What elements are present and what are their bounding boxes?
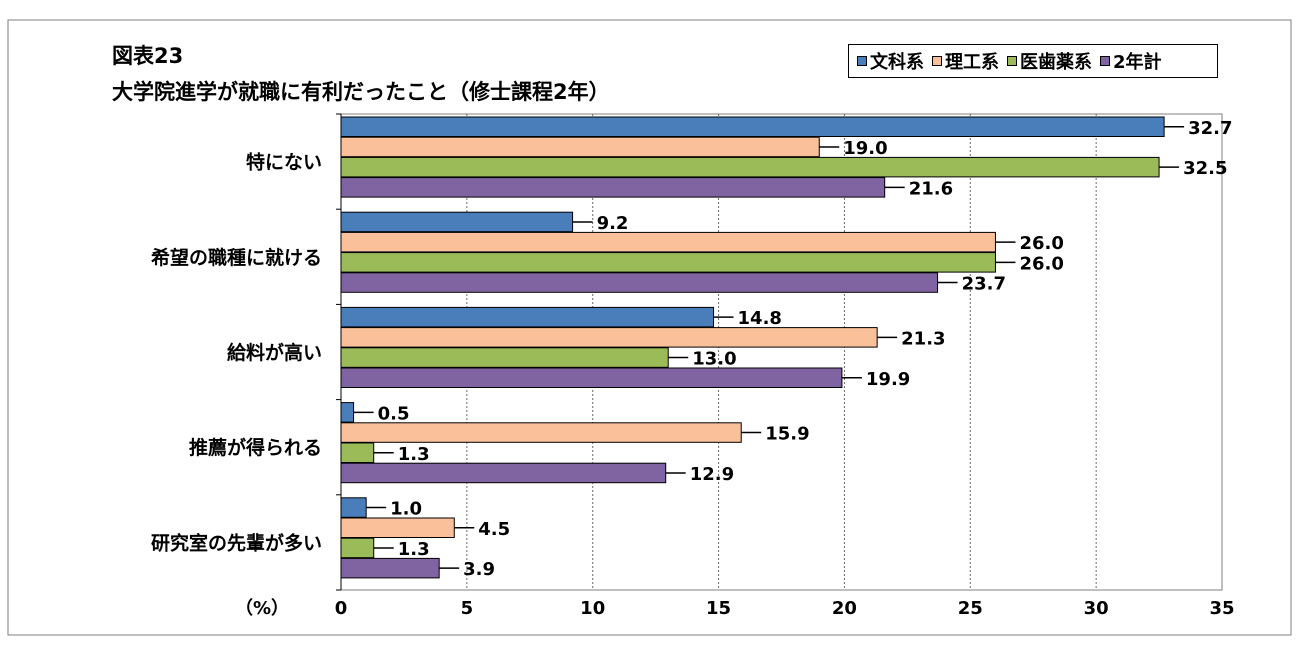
data-label: 21.3: [901, 328, 945, 349]
data-label: 19.9: [866, 369, 910, 390]
x-tick-label: 35: [1209, 598, 1234, 619]
data-label: 23.7: [962, 274, 1006, 295]
bar: [340, 557, 440, 579]
x-tick-label: 30: [1084, 598, 1109, 619]
data-label: 13.0: [692, 349, 736, 370]
data-label: 1.3: [398, 444, 430, 465]
bar: [340, 327, 878, 348]
chart-title: 図表23: [112, 44, 184, 68]
legend-entry-bunka: 文科系: [857, 48, 924, 74]
bar: [340, 462, 667, 484]
bar: [340, 402, 355, 423]
data-label: 19.0: [843, 138, 887, 159]
legend-label-bunka: 文科系: [870, 52, 924, 73]
bar: [340, 442, 375, 463]
data-label: 32.5: [1183, 158, 1227, 179]
x-tick-label: 25: [958, 598, 983, 619]
legend-swatch-ishiyaku: [1007, 56, 1017, 66]
bar: [340, 177, 886, 198]
data-label: 0.5: [378, 403, 410, 424]
bar: [340, 306, 715, 328]
bar: [340, 156, 1160, 178]
x-tick-label: 15: [706, 598, 731, 619]
x-tick-label: 20: [832, 598, 857, 619]
legend-label-ishiyaku: 医歯薬系: [1020, 52, 1092, 73]
x-tick-label: 10: [580, 598, 605, 619]
category-label: 希望の職種に就ける: [151, 246, 322, 269]
category-label: 推薦が得られる: [189, 436, 322, 459]
bar: [340, 136, 820, 158]
bar: [340, 211, 574, 233]
legend-swatch-riko: [932, 56, 942, 66]
bar: [340, 252, 996, 273]
category-label: 研究室の先輩が多い: [151, 531, 322, 554]
data-label: 3.9: [463, 559, 495, 580]
data-label: 32.7: [1188, 118, 1232, 139]
data-label: 1.0: [390, 499, 422, 520]
data-label: 26.0: [1019, 233, 1063, 254]
category-label: 特にない: [246, 152, 322, 174]
legend-entry-total: 2年計: [1100, 48, 1162, 74]
data-label: 26.0: [1019, 253, 1063, 274]
legend-label-total: 2年計: [1113, 52, 1162, 73]
legend-label-riko: 理工系: [945, 52, 999, 73]
category-label: 給料が高い: [227, 341, 322, 364]
bar: [340, 497, 367, 518]
chart-subtitle: 大学院進学が就職に有利だったこと（修士課程2年）: [112, 80, 610, 104]
legend-swatch-bunka: [857, 56, 867, 66]
x-axis-label: （%）: [235, 598, 289, 619]
data-label: 12.9: [690, 464, 734, 485]
bar: [340, 272, 939, 293]
bar: [340, 367, 843, 388]
data-label: 14.8: [738, 308, 782, 329]
bar: [340, 517, 455, 538]
data-label: 15.9: [765, 424, 809, 445]
chart-legend: 文科系 理工系 医歯薬系 2年計: [848, 44, 1218, 78]
bar: [340, 537, 375, 559]
x-tick-label: 0: [335, 598, 348, 619]
data-label: 9.2: [597, 213, 629, 234]
legend-entry-ishiyaku: 医歯薬系: [1007, 48, 1092, 74]
bar: [340, 422, 742, 443]
bar: [340, 116, 1165, 137]
bar: [340, 231, 996, 253]
data-label: 1.3: [398, 539, 430, 560]
legend-swatch-total: [1100, 56, 1110, 66]
x-tick-label: 5: [461, 598, 474, 619]
bar: [340, 347, 669, 368]
data-label: 4.5: [478, 519, 510, 540]
data-label: 21.6: [909, 178, 953, 199]
legend-entry-riko: 理工系: [932, 48, 999, 74]
